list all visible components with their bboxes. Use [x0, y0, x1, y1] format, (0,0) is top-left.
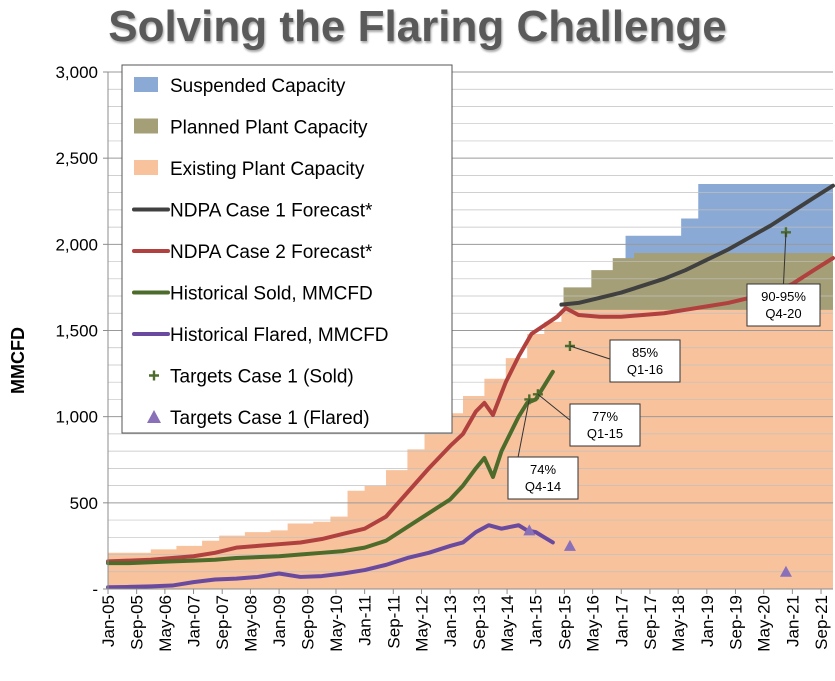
legend-label: Targets Case 1 (Flared): [170, 408, 370, 429]
callout-box: [746, 283, 821, 327]
x-tick-label: Jan-17: [612, 595, 631, 647]
x-tick-label: May-14: [498, 595, 517, 652]
x-tick-label: Sep-09: [299, 595, 318, 650]
target-flared-marker: [563, 539, 576, 551]
legend-item: Suspended Capacity: [134, 76, 346, 97]
callout-line-1: 74%: [530, 462, 556, 477]
target-flared-marker: [523, 524, 536, 536]
x-tick-label: Jan-11: [356, 595, 375, 646]
callout-line-2: Q4-14: [525, 479, 561, 494]
x-tick-label: Sep-19: [726, 595, 745, 650]
y-tick-label: 2,000: [55, 235, 98, 254]
x-tick-label: May-12: [413, 595, 432, 652]
legend-item: Historical Flared, MMCFD: [132, 325, 389, 346]
y-tick-label: 2,500: [55, 149, 98, 168]
y-tick-label: 1,500: [55, 322, 98, 341]
callout-box: [507, 456, 579, 500]
y-tick-label: 1,000: [55, 408, 98, 427]
legend-swatch: [134, 118, 158, 134]
legend-swatch: [147, 410, 161, 423]
x-tick-label: May-06: [156, 595, 175, 652]
legend-label: Existing Plant Capacity: [170, 159, 365, 180]
target-flared-marker: [779, 565, 792, 577]
callout-line-2: Q1-16: [627, 362, 663, 377]
line-historical-sold-mmcfd: [106, 369, 555, 566]
callout-line-1: 90-95%: [761, 289, 806, 304]
series-lines: [106, 183, 835, 590]
x-tick-label: Sep-05: [128, 595, 147, 650]
legend-label: Planned Plant Capacity: [170, 118, 368, 139]
legend-item: Targets Case 1 (Flared): [147, 408, 370, 429]
legend-label: Historical Flared, MMCFD: [170, 325, 389, 346]
legend-item: Planned Plant Capacity: [134, 118, 368, 139]
x-tick-label: Jan-09: [270, 595, 289, 647]
legend-swatch: [134, 160, 158, 175]
legend-box: [121, 64, 453, 434]
x-tick-label: May-08: [241, 595, 260, 652]
x-tick-label: May-20: [755, 595, 774, 652]
x-tick-label: Sep-15: [555, 595, 574, 650]
line-ndpa-case-2-forecast-: [106, 256, 835, 564]
y-tick-label: 500: [70, 494, 98, 513]
callout-box: [569, 403, 641, 447]
callout-box: [609, 339, 681, 383]
callout-pointer: [783, 232, 787, 285]
x-tick-label: Jan-05: [99, 595, 118, 647]
page-title: Solving the Flaring Challenge: [108, 2, 727, 51]
callout: 77% Q1-15: [537, 393, 641, 447]
legend-swatch: [149, 370, 159, 381]
x-tick-label: Sep-21: [812, 595, 831, 650]
callout-line-2: Q4-20: [765, 306, 801, 321]
x-tick-label: Sep-11: [384, 595, 403, 649]
x-tick-label: Jan-07: [185, 595, 204, 647]
legend-item: NDPA Case 2 Forecast*: [132, 242, 373, 263]
legend-item: NDPA Case 1 Forecast*: [132, 201, 373, 222]
legend-label: Suspended Capacity: [170, 76, 346, 97]
target-sold-marker: [532, 389, 543, 400]
axes: [103, 71, 833, 594]
y-axis-label: MMCFD: [8, 327, 28, 394]
x-tick-label: Jan-15: [527, 595, 546, 647]
tick-labels: - 500 1,000 1,500 2,000 2,500 3,000 Jan-05 Sep-0…: [55, 63, 831, 652]
legend-item: Existing Plant Capacity: [134, 159, 365, 180]
callout-line-1: 85%: [632, 345, 658, 360]
y-tick-label: -: [92, 580, 98, 599]
x-tick-label: Jan-19: [698, 595, 717, 647]
x-tick-label: May-18: [669, 595, 688, 652]
callout: 90-95% Q4-20: [746, 232, 821, 327]
line-ndpa-case-1-forecast-: [559, 183, 835, 307]
target-sold-marker: [524, 394, 535, 405]
callout: 74% Q4-14: [507, 399, 579, 500]
legend-swatch: [134, 77, 158, 92]
callout-line-2: Q1-15: [587, 426, 623, 441]
x-tick-label: May-10: [327, 595, 346, 652]
callout-line-1: 77%: [592, 409, 618, 424]
legend-item: Historical Sold, MMCFD: [132, 284, 373, 305]
legend: Suspended Capacity Planned Plant Capacity…: [121, 64, 453, 434]
callout-pointer: [569, 345, 617, 362]
legend-label: NDPA Case 1 Forecast*: [170, 201, 373, 222]
x-tick-label: Sep-13: [470, 595, 489, 650]
x-tick-label: May-16: [584, 595, 603, 652]
x-tick-label: Jan-21: [783, 595, 802, 647]
callouts: 74% Q4-14 77% Q1-15 85% Q1-16 90-95% Q4-20: [507, 232, 821, 500]
callout: 85% Q1-16: [569, 339, 681, 383]
legend-label: Targets Case 1 (Sold): [170, 367, 354, 388]
legend-label: NDPA Case 2 Forecast*: [170, 242, 373, 263]
line-historical-flared-mmcfd: [106, 523, 555, 590]
x-tick-label: Jan-13: [441, 595, 460, 647]
y-tick-label: 3,000: [55, 63, 98, 82]
x-tick-label: Sep-17: [641, 595, 660, 650]
legend-label: Historical Sold, MMCFD: [170, 284, 373, 305]
x-tick-label: Sep-07: [213, 595, 232, 650]
legend-item: Targets Case 1 (Sold): [149, 367, 354, 388]
